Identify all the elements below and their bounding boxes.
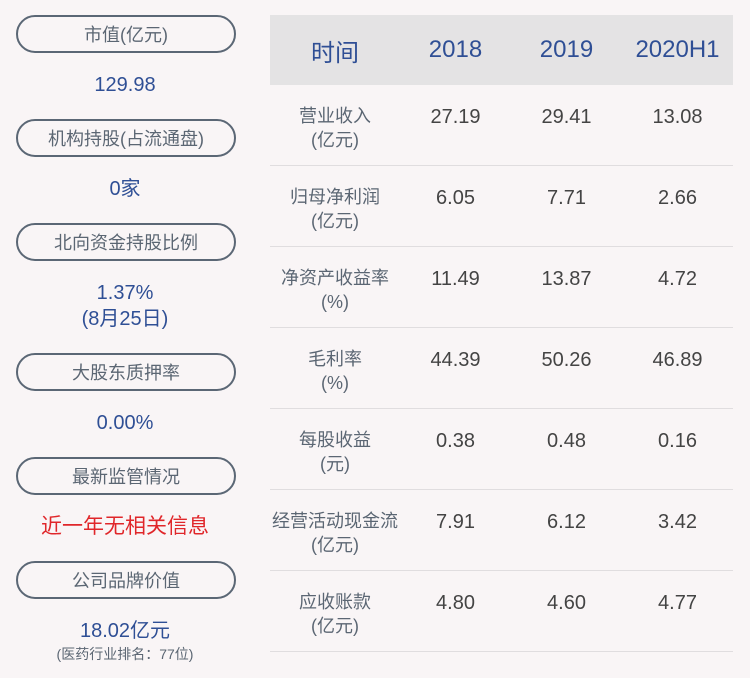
metric-name: 营业收入 xyxy=(299,106,371,126)
table-row: 应收账款 (亿元) 4.80 4.60 4.77 xyxy=(270,571,733,652)
cell-value: 4.80 xyxy=(436,592,475,614)
cell-value: 11.49 xyxy=(431,268,480,290)
regulatory-status-value: 近一年无相关信息 xyxy=(41,515,209,538)
institutional-holdings-value: 0家 xyxy=(109,178,141,200)
market-cap-value: 129.98 xyxy=(94,74,156,96)
metric-name: 归母净利润 xyxy=(290,187,380,207)
market-cap-label: 市值(亿元) xyxy=(16,15,236,53)
cell-value: 13.08 xyxy=(652,106,703,128)
cell-value: 3.42 xyxy=(658,511,697,533)
header-2020h1: 2020H1 xyxy=(635,36,720,63)
label-text: 北向资金持股比例 xyxy=(54,233,198,253)
header-2019: 2019 xyxy=(539,36,594,63)
metric-name: 应收账款 xyxy=(299,592,371,612)
cell-value: 13.87 xyxy=(541,268,592,290)
metric-name: 每股收益 xyxy=(299,430,371,450)
row-label: 归母净利润 (亿元) xyxy=(270,166,400,233)
cell-value: 44.39 xyxy=(430,349,481,371)
row-label: 净资产收益率 (%) xyxy=(270,247,400,314)
cell-value: 27.19 xyxy=(430,106,481,128)
financial-table: 时间 2018 2019 2020H1 营业收入 (亿元) 27.19 29.41… xyxy=(270,15,733,652)
label-text: 大股东质押率 xyxy=(72,363,180,383)
row-label: 营业收入 (亿元) xyxy=(270,85,400,152)
header-2018: 2018 xyxy=(428,36,483,63)
cell-value: 0.16 xyxy=(658,430,697,452)
table-header: 时间 2018 2019 2020H1 xyxy=(270,15,733,85)
metric-name: 净资产收益率 xyxy=(281,268,389,288)
row-label: 经营活动现金流 (亿元) xyxy=(270,490,400,557)
table-row: 经营活动现金流 (亿元) 7.91 6.12 3.42 xyxy=(270,490,733,571)
metric-unit: (元) xyxy=(320,454,350,474)
cell-value: 2.66 xyxy=(658,187,697,209)
brand-value-label: 公司品牌价值 xyxy=(16,561,236,599)
metric-unit: (亿元) xyxy=(311,130,359,150)
cell-value: 46.89 xyxy=(652,349,703,371)
metric-unit: (%) xyxy=(321,292,349,312)
label-text: 公司品牌价值 xyxy=(72,571,180,591)
cell-value: 50.26 xyxy=(541,349,592,371)
cell-value: 7.71 xyxy=(547,187,586,209)
institutional-holdings-label: 机构持股(占流通盘) xyxy=(16,119,236,157)
pledge-ratio-value: 0.00% xyxy=(96,412,154,434)
pledge-ratio-label: 大股东质押率 xyxy=(16,353,236,391)
regulatory-status-label: 最新监管情况 xyxy=(16,457,236,495)
table-row: 净资产收益率 (%) 11.49 13.87 4.72 xyxy=(270,247,733,328)
northbound-holding-value: 1.37% xyxy=(96,282,154,304)
metric-unit: (亿元) xyxy=(311,616,359,636)
row-label: 应收账款 (亿元) xyxy=(270,571,400,638)
metric-unit: (亿元) xyxy=(311,211,359,231)
metric-name: 毛利率 xyxy=(308,349,362,369)
metric-unit: (%) xyxy=(321,373,349,393)
label-text: 机构持股(占流通盘) xyxy=(48,129,204,149)
brand-rank-note: (医药行业排名：77位) xyxy=(56,646,194,662)
header-time: 时间 xyxy=(311,39,359,67)
cell-value: 4.77 xyxy=(658,592,697,614)
table-row: 营业收入 (亿元) 27.19 29.41 13.08 xyxy=(270,85,733,166)
cell-value: 0.38 xyxy=(436,430,475,452)
metric-unit: (亿元) xyxy=(311,535,359,555)
table-row: 毛利率 (%) 44.39 50.26 46.89 xyxy=(270,328,733,409)
cell-value: 6.12 xyxy=(547,511,586,533)
metric-name: 经营活动现金流 xyxy=(272,511,398,531)
brand-value-value: 18.02亿元 xyxy=(79,620,171,642)
row-label: 毛利率 (%) xyxy=(270,328,400,395)
label-text: 最新监管情况 xyxy=(72,467,180,487)
table-row: 每股收益 (元) 0.38 0.48 0.16 xyxy=(270,409,733,490)
cell-value: 29.41 xyxy=(541,106,592,128)
label-text: 市值(亿元) xyxy=(84,25,168,45)
cell-value: 4.72 xyxy=(658,268,697,290)
northbound-holding-date: (8月25日) xyxy=(81,308,169,330)
cell-value: 7.91 xyxy=(436,511,475,533)
northbound-holding-label: 北向资金持股比例 xyxy=(16,223,236,261)
cell-value: 4.60 xyxy=(547,592,586,614)
cell-value: 6.05 xyxy=(436,187,475,209)
cell-value: 0.48 xyxy=(547,430,586,452)
table-row: 归母净利润 (亿元) 6.05 7.71 2.66 xyxy=(270,166,733,247)
row-label: 每股收益 (元) xyxy=(270,409,400,476)
